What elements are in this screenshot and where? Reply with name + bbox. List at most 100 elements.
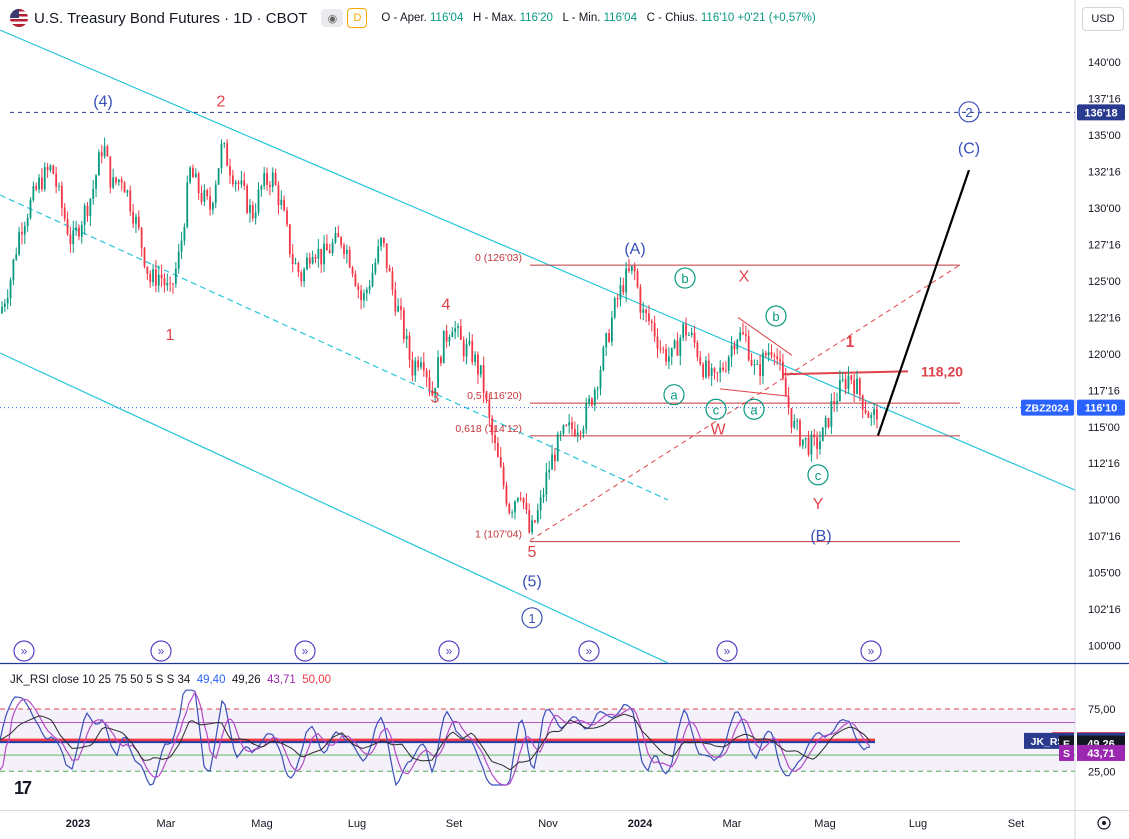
candle-body [49,165,52,171]
candle-body [326,243,328,251]
y-tick-label: 100'00 [1088,641,1121,653]
candle-body [120,179,123,183]
wave-circle-marker [705,398,727,420]
candle-body [223,143,226,144]
go-to-realtime-arrow: » [158,644,165,658]
eye-icon[interactable]: ◉ [321,9,344,27]
y-tick-label: 110'00 [1088,495,1120,507]
candle-body [340,237,343,246]
rsi-tag: JK_RSI [1031,736,1068,748]
candle-body [345,249,348,254]
candle-body [286,210,288,225]
candle-body [465,343,468,357]
candle-body [873,409,875,416]
wave-label: X [739,269,750,286]
candle-body [129,190,132,212]
wave-circle-marker [663,384,685,406]
candle-body [799,420,801,446]
candle-body [23,226,26,235]
candle-body [95,175,97,189]
candle-body [126,190,129,193]
price-tag-bg [1077,104,1125,121]
candle-body [782,361,784,379]
candle-body [850,375,853,380]
wave-circle-label: a [750,402,758,417]
candle-body [545,472,548,495]
candle-body [428,377,431,390]
wave-circle-label: a [670,388,678,403]
candle-body [63,207,66,220]
candle-body [693,332,696,343]
currency-button[interactable]: USD [1082,7,1124,31]
candle-body [636,271,639,288]
candle-body [585,403,588,429]
candle-body [696,342,699,358]
wave-circle-label: c [815,468,822,483]
wave-circle-marker [521,607,543,629]
candle-body [200,193,203,202]
candle-body [505,485,508,505]
rsi-line [0,689,871,787]
symbol-price-tag-bg [1021,399,1074,416]
candle-body [226,143,229,167]
candle-body [371,272,374,287]
candle-body [417,360,419,368]
chart-header: U.S. Treasury Bond Futures · 1D · CBOT ◉… [0,0,1075,36]
candle-body [784,378,787,397]
candle-body [52,165,55,174]
candle-body [730,345,733,358]
candle-body [109,156,112,188]
candle-body [308,257,311,264]
candle-body [374,262,377,273]
symbol-title[interactable]: U.S. Treasury Bond Futures · 1D · CBOT [34,9,308,27]
candle-body [80,224,83,237]
candle-body [402,310,405,340]
candle-body [263,173,266,187]
candle-body [679,337,682,356]
candle-body [616,298,619,300]
candle-body [448,337,451,342]
candle-body [3,303,6,307]
go-to-realtime-arrow: » [586,644,593,658]
candle-body [132,211,134,224]
go-to-realtime-icon [438,640,460,662]
candle-body [827,417,830,427]
candle-body [357,285,360,291]
wave-circle-marker [743,398,765,420]
candle-body [283,199,286,211]
candle-body [779,359,781,362]
candle-body [83,205,86,225]
y-tick-label: 115'00 [1088,422,1120,434]
fib-level-label: 0,5 (116'20) [467,390,522,402]
candle-body [608,333,610,342]
candle-body [767,352,770,356]
x-tick-label: 2023 [66,818,90,830]
candle-body [759,364,761,377]
candle-body [571,422,573,429]
delayed-badge[interactable]: D [347,8,368,28]
candle-body [445,330,448,342]
y-tick-label: 130'00 [1088,203,1121,215]
candle-body [35,185,38,190]
candle-body [841,379,844,381]
candle-body [625,268,628,293]
x-tick-label: Mar [723,818,742,830]
wave-circle-marker [674,267,696,289]
candle-body [152,269,154,283]
y-tick-label: 127'16 [1088,240,1121,252]
candle-body [699,357,702,365]
candle-body [157,274,160,286]
candle-body [508,504,511,514]
wave-label: 4 [442,296,451,313]
candle-body [511,512,514,514]
candle-body [323,243,325,265]
candle-body [249,205,251,213]
candle-body [707,360,710,377]
channel-lower-line [0,352,669,664]
candle-body [6,298,9,304]
candle-body [844,379,847,389]
ohlc-readout: O - Aper. 116'04 H - Max. 116'20 L - Min… [381,12,816,24]
rsi-y-tick: 75,00 [1088,704,1116,716]
candle-body [269,184,271,187]
